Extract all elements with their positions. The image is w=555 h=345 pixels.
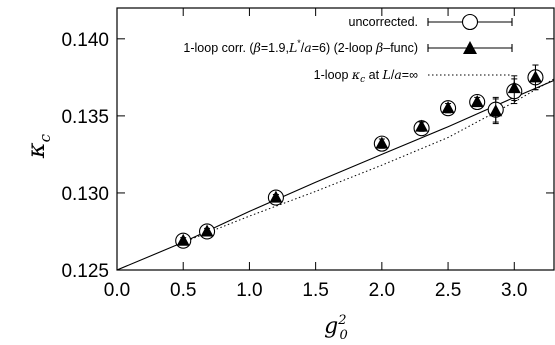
legend-label-1loop-corr: 1-loop corr. (β=1.9,L*/a=6) (2-loop β–fu… [183,38,418,55]
x-tick-label: 3.0 [501,280,527,301]
corrected-point [375,136,389,149]
corrected-point [489,104,503,117]
y-axis-label: κc [22,133,54,159]
x-tick-label: 1.5 [302,280,328,301]
open-circle-icon [461,13,479,31]
legend-label-1loop-kappa: 1-loop κc at L/a=∞ [314,67,418,85]
x-tick-label: 2.5 [435,280,461,301]
corrected-point [200,224,214,237]
x-tick-label: 0.5 [170,280,196,301]
y-tick-label: 0.140 [61,30,109,51]
corrected-point [269,190,283,203]
x-tick-label: 1.0 [236,280,262,301]
y-tick-label: 0.135 [61,107,109,128]
corrected-point [528,70,542,83]
x-tick-label: 2.0 [369,280,395,301]
legend-entry-1loop-corr: 1-loop corr. (β=1.9,L*/a=6) (2-loop β–fu… [183,38,513,55]
corrected-point [470,95,484,108]
legend: uncorrected. 1-loop corr. (β=1.9,L*/a=6)… [183,13,513,85]
corrected-point [507,81,521,94]
corrected-point [441,101,455,114]
plot-frame [116,7,555,271]
solid-fit-curve [117,79,554,270]
y-axis-ticks: 0.125 0.130 0.135 0.140 [61,30,554,282]
y-tick-label: 0.125 [61,261,109,282]
x-axis-label: g2 0 [324,313,348,343]
y-tick-label: 0.130 [61,184,109,205]
filled-triangle-icon [463,41,477,54]
corrected-point [415,119,429,132]
x-tick-label: 0.0 [104,280,130,301]
x-axis-ticks: 0.0 0.5 1.0 1.5 2.0 2.5 3.0 [104,8,527,301]
legend-entry-1loop-kappa: 1-loop κc at L/a=∞ [314,67,512,85]
legend-entry-uncorrected: uncorrected. [349,13,513,31]
corrected-point [176,233,190,246]
data-markers [175,64,544,249]
legend-label-uncorrected: uncorrected. [349,15,418,29]
